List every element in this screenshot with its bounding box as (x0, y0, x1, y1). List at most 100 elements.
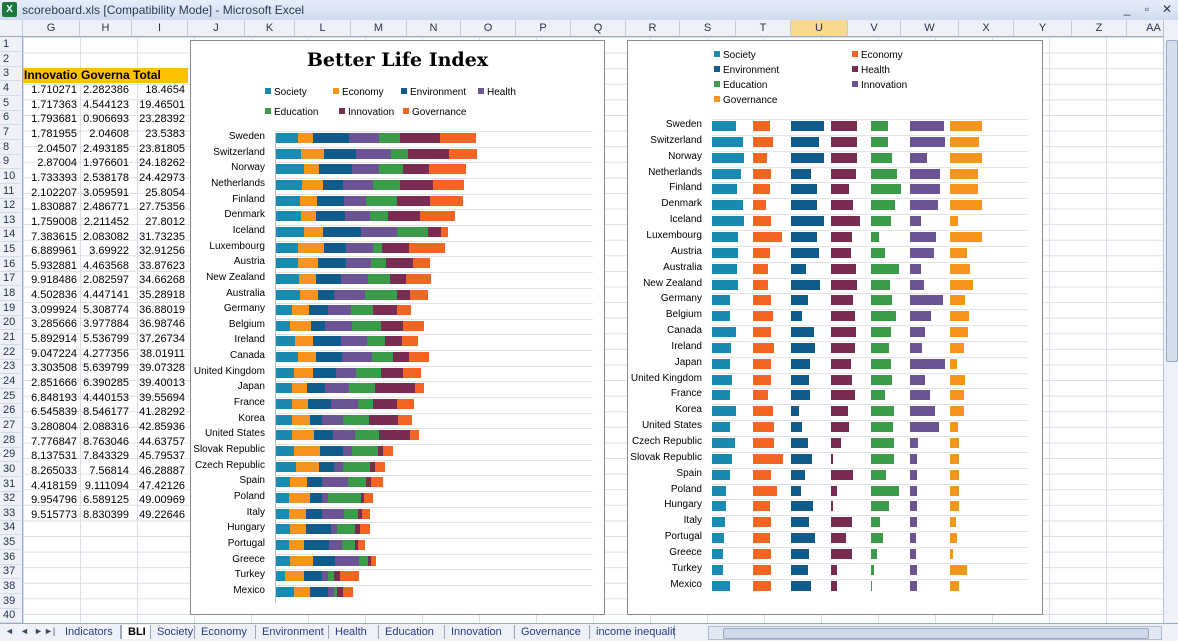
table-cell[interactable]: 3.977884 (83, 318, 129, 331)
sheet-tab-income-inequalit[interactable]: income inequalit (590, 625, 676, 639)
row-header-27[interactable]: 27 (0, 418, 21, 433)
table-cell[interactable]: 23.5383 (145, 127, 185, 140)
sheet-tab-economy[interactable]: Economy (195, 625, 256, 639)
row-header-18[interactable]: 18 (0, 286, 21, 302)
column-header-g[interactable]: G (23, 20, 80, 36)
row-header-32[interactable]: 32 (0, 491, 21, 507)
table-cell[interactable]: 24.42973 (139, 171, 185, 184)
table-cell[interactable]: 8.763046 (83, 435, 129, 448)
table-cell[interactable]: 9.918486 (31, 274, 77, 287)
close-button[interactable]: ✕ (1161, 2, 1173, 16)
table-cell[interactable]: 42.85936 (139, 420, 185, 433)
column-header-r[interactable]: R (626, 20, 680, 36)
table-cell[interactable]: 8.265033 (31, 464, 77, 477)
table-cell[interactable]: 36.88019 (139, 303, 185, 316)
table-cell[interactable]: 9.047224 (31, 347, 77, 360)
table-cell[interactable]: 9.515773 (31, 508, 77, 521)
row-header-10[interactable]: 10 (0, 169, 21, 184)
table-cell[interactable]: 7.56814 (89, 464, 129, 477)
row-header-26[interactable]: 26 (0, 403, 21, 419)
table-cell[interactable]: 2.493185 (83, 142, 129, 155)
table-cell[interactable]: 36.98746 (139, 318, 185, 331)
table-cell[interactable]: 38.01911 (139, 347, 185, 360)
table-cell[interactable]: 5.308774 (83, 303, 129, 316)
row-header-35[interactable]: 35 (0, 535, 21, 551)
table-cell[interactable]: 39.40013 (139, 377, 185, 389)
table-cell[interactable]: 2.486771 (83, 201, 129, 214)
column-header-w[interactable]: W (901, 20, 959, 36)
column-header-i[interactable]: I (132, 20, 188, 36)
row-header-37[interactable]: 37 (0, 564, 21, 580)
table-cell[interactable]: 3.099924 (31, 303, 77, 316)
column-header-l[interactable]: L (295, 20, 351, 36)
column-header-o[interactable]: O (461, 20, 516, 36)
row-header-31[interactable]: 31 (0, 477, 21, 492)
row-header-7[interactable]: 7 (0, 125, 21, 140)
table-cell[interactable]: 8.830399 (83, 508, 129, 521)
table-cell[interactable]: 2.04507 (37, 142, 77, 155)
sheet-tab-health[interactable]: Health (329, 625, 379, 639)
column-header-aa[interactable]: AA (1127, 20, 1178, 36)
table-cell[interactable]: 34.66268 (139, 274, 185, 287)
row-header-38[interactable]: 38 (0, 579, 21, 595)
select-all-corner[interactable] (0, 20, 23, 36)
table-cell[interactable]: 1.830887 (31, 201, 77, 214)
column-header-x[interactable]: X (959, 20, 1014, 36)
row-header-33[interactable]: 33 (0, 506, 21, 521)
restore-button[interactable]: ▫ (1144, 2, 1150, 16)
table-cell[interactable]: 4.277356 (83, 347, 129, 360)
component-bars-chart[interactable]: Society Economy Environment Health Education… (627, 40, 1043, 615)
table-cell[interactable]: 4.463568 (83, 259, 129, 272)
table-cell[interactable]: 7.383615 (31, 230, 77, 243)
table-cell[interactable]: 39.55694 (139, 391, 185, 404)
last-sheet-button[interactable]: ►| (44, 626, 56, 636)
table-cell[interactable]: 37.26734 (139, 333, 185, 346)
better-life-index-chart[interactable]: Better Life Index Society Economy Environm… (190, 40, 605, 615)
table-cell[interactable]: 27.8012 (145, 215, 185, 228)
table-cell[interactable]: 41.28292 (139, 406, 185, 419)
table-cell[interactable]: 2.851666 (31, 377, 77, 389)
table-cell[interactable]: 8.137531 (31, 450, 77, 463)
row-header-19[interactable]: 19 (0, 301, 21, 316)
row-header-15[interactable]: 15 (0, 242, 21, 258)
table-cell[interactable]: 47.42126 (139, 479, 185, 492)
row-header-28[interactable]: 28 (0, 433, 21, 448)
row-header-34[interactable]: 34 (0, 520, 21, 536)
table-cell[interactable]: 4.544123 (83, 98, 129, 111)
column-header-q[interactable]: Q (571, 20, 626, 36)
vertical-scrollbar[interactable] (1163, 20, 1178, 623)
table-cell[interactable]: 1.717363 (31, 98, 77, 111)
table-cell[interactable]: 1.733393 (31, 171, 77, 184)
sheet-tab-indicators[interactable]: Indicators (59, 625, 121, 639)
row-header-23[interactable]: 23 (0, 359, 21, 375)
table-cell[interactable]: 2.088316 (83, 420, 129, 433)
table-cell[interactable]: 23.28392 (139, 113, 185, 126)
header-governance[interactable]: Governa (80, 68, 132, 83)
row-header-40[interactable]: 40 (0, 608, 21, 624)
column-header-s[interactable]: S (680, 20, 736, 36)
table-cell[interactable]: 6.390285 (83, 377, 129, 389)
table-cell[interactable]: 5.932881 (31, 259, 77, 272)
sheet-tab-society[interactable]: Society (151, 625, 195, 639)
table-cell[interactable]: 0.906693 (83, 113, 129, 126)
row-header-16[interactable]: 16 (0, 257, 21, 272)
row-header-17[interactable]: 17 (0, 271, 21, 287)
table-cell[interactable]: 5.892914 (31, 333, 77, 346)
prev-sheet-button[interactable]: ◄ (20, 626, 29, 636)
column-header-y[interactable]: Y (1014, 20, 1072, 36)
table-cell[interactable]: 7.843329 (83, 450, 129, 463)
row-header-13[interactable]: 13 (0, 213, 21, 228)
table-cell[interactable]: 4.440153 (83, 391, 129, 404)
horizontal-scroll-thumb[interactable] (723, 628, 1149, 639)
row-header-9[interactable]: 9 (0, 154, 21, 170)
table-cell[interactable]: 6.589125 (83, 494, 129, 507)
row-header-20[interactable]: 20 (0, 315, 21, 331)
row-header-2[interactable]: 2 (0, 52, 21, 67)
table-cell[interactable]: 2.211452 (83, 215, 129, 228)
row-header-21[interactable]: 21 (0, 330, 21, 345)
table-cell[interactable]: 35.28918 (139, 289, 185, 302)
table-cell[interactable]: 6.889961 (31, 245, 77, 258)
table-cell[interactable]: 4.418159 (31, 479, 77, 492)
table-cell[interactable]: 2.083082 (83, 230, 129, 243)
row-header-30[interactable]: 30 (0, 462, 21, 477)
